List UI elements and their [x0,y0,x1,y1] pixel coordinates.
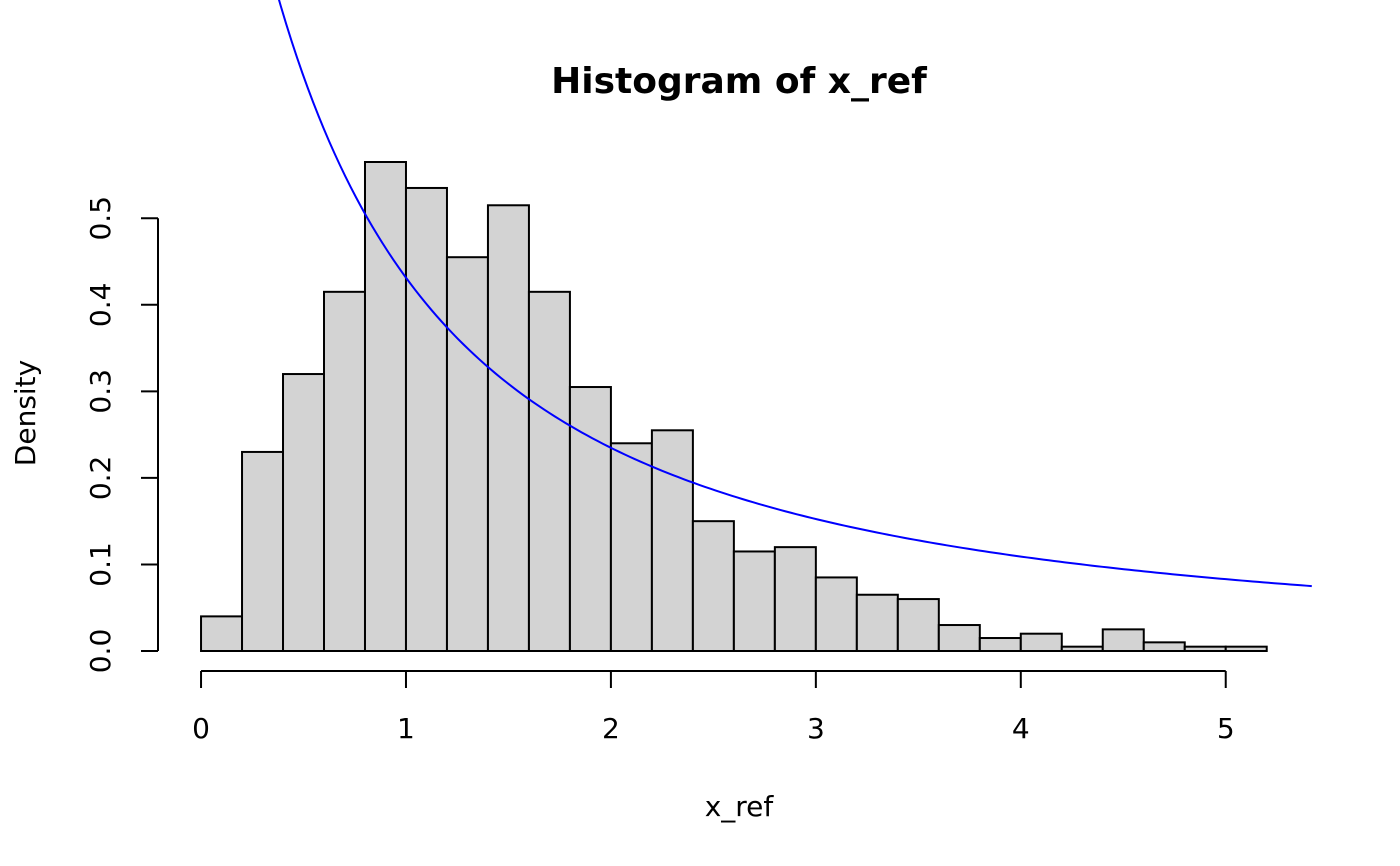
y-tick-label: 0.0 [84,629,117,674]
histogram-bar [855,593,899,652]
density-curve [277,0,1312,588]
y-axis-label: Density [9,360,42,466]
x-tick-label: 3 [807,712,825,745]
x-axis-label: x_ref [705,790,775,823]
histogram-bar [1183,645,1227,652]
x-tick-label: 2 [602,712,620,745]
histogram-bar [445,256,489,652]
histogram-bar [527,290,571,652]
y-tick-label: 0.1 [84,542,117,587]
x-tick-label: 0 [192,712,210,745]
histogram-bars [200,161,1268,653]
histogram-bar [1224,645,1268,652]
histogram-bar [241,450,285,652]
histogram-bar [650,429,694,652]
histogram-bar [896,598,940,653]
histogram-bar [323,290,366,652]
histogram-bar [1060,645,1104,652]
histogram-bar [732,550,776,653]
y-tick-label: 0.4 [84,283,117,328]
histogram-bar [282,373,326,652]
histogram-bar [814,576,858,653]
x-tick-label: 5 [1217,712,1235,745]
y-tick-label: 0.3 [84,369,117,414]
y-tick-label: 0.5 [84,196,117,241]
x-tick-label: 1 [397,712,415,745]
histogram-bar [1019,632,1063,652]
histogram-bar [978,637,1022,653]
histogram-bar [773,546,817,653]
histogram-bar [1142,641,1186,653]
y-axis: 0.0 0.1 0.2 0.3 0.4 0.5 [84,196,159,674]
histogram-bar [486,204,530,653]
histogram-bar [568,386,612,652]
histogram-bar [404,186,448,652]
x-axis: 0 1 2 3 4 5 [192,670,1235,745]
histogram-bar [691,520,735,653]
y-tick-label: 0.2 [84,456,117,501]
histogram-bar [937,624,981,653]
chart-title: Histogram of x_ref [551,61,927,102]
histogram-bar [609,442,653,652]
histogram-bar [363,161,407,652]
histogram-bar [200,615,244,653]
x-tick-label: 4 [1012,712,1030,745]
histogram-bar [1101,628,1145,653]
